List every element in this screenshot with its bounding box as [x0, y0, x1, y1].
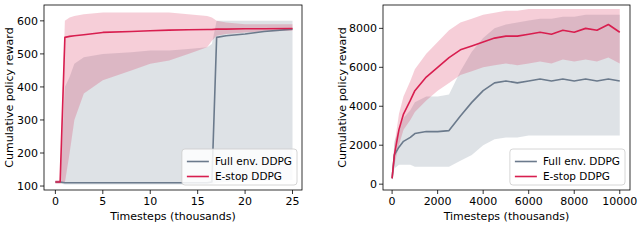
y-tick-label: 500 [17, 48, 38, 61]
x-tick-label: 2000 [424, 195, 452, 208]
x-tick-label: 4000 [469, 195, 497, 208]
y-tick-label: 600 [17, 15, 38, 28]
y-tick [40, 119, 44, 120]
y-tick [379, 106, 383, 107]
x-tick [55, 190, 56, 194]
y-tick-label: 100 [17, 180, 38, 193]
x-tick [197, 190, 198, 194]
y-tick [40, 20, 44, 21]
y-tick-label: 4000 [349, 100, 377, 113]
legend-swatch [515, 176, 537, 178]
legend-label: Full env. DDPG [543, 155, 620, 167]
legend-label: Full env. DDPG [215, 155, 292, 167]
x-tick [292, 190, 293, 194]
x-tick-label: 6000 [515, 195, 543, 208]
frame [383, 5, 630, 190]
x-tick-label: 20 [238, 195, 252, 208]
y-tick-label: 400 [17, 81, 38, 94]
y-tick-label: 300 [17, 114, 38, 127]
line [392, 24, 620, 178]
x-tick [150, 190, 151, 194]
y-tick [379, 28, 383, 29]
y-axis-label: Cumulative policy reward [3, 27, 16, 167]
x-tick-label: 10000 [602, 195, 637, 208]
figure: 0 5 10 15 20 25 100 200 300 400 500 600 Timesteps (t… [0, 0, 640, 225]
x-tick [574, 190, 575, 194]
band [392, 9, 620, 180]
x-tick [619, 190, 620, 194]
legend-swatch [187, 161, 209, 163]
line [55, 28, 292, 182]
legend-label: E-stop DDPG [215, 170, 282, 182]
line [392, 79, 620, 178]
y-tick [40, 186, 44, 187]
x-tick [483, 190, 484, 194]
y-tick-label: 2000 [349, 139, 377, 152]
x-tick [392, 190, 393, 194]
y-tick [379, 67, 383, 68]
y-tick [40, 86, 44, 87]
x-tick-label: 8000 [560, 195, 588, 208]
line [55, 29, 292, 183]
x-tick-label: 25 [286, 195, 300, 208]
legend-swatch [187, 176, 209, 178]
x-tick-label: 5 [99, 195, 106, 208]
legend-swatch [515, 161, 537, 163]
legend-box [182, 149, 297, 185]
x-tick [245, 190, 246, 194]
legend: Full env. DDPG E-stop DDPG [182, 149, 297, 185]
legend-box [510, 149, 625, 185]
y-tick [379, 184, 383, 185]
plot-area [55, 13, 292, 185]
x-tick-label: 0 [389, 195, 396, 208]
x-tick [437, 190, 438, 194]
x-tick [102, 190, 103, 194]
y-tick [40, 53, 44, 54]
legend: Full env. DDPG E-stop DDPG [510, 149, 625, 185]
x-tick-label: 0 [52, 195, 59, 208]
x-axis-label: Timesteps (thousands) [443, 210, 570, 223]
band [55, 13, 292, 184]
x-tick [528, 190, 529, 194]
legend-label: E-stop DDPG [543, 170, 610, 182]
x-tick-label: 10 [143, 195, 157, 208]
y-tick-label: 6000 [349, 61, 377, 74]
y-tick [379, 145, 383, 146]
y-tick-label: 0 [370, 178, 377, 191]
y-tick-label: 8000 [349, 22, 377, 35]
y-tick [40, 153, 44, 154]
plot-area [392, 9, 620, 180]
x-axis-label: Timesteps (thousands) [109, 210, 236, 223]
y-tick-label: 200 [17, 147, 38, 160]
x-tick-label: 15 [191, 195, 205, 208]
y-axis-label: Cumulative policy reward [336, 27, 349, 167]
frame [44, 5, 302, 190]
